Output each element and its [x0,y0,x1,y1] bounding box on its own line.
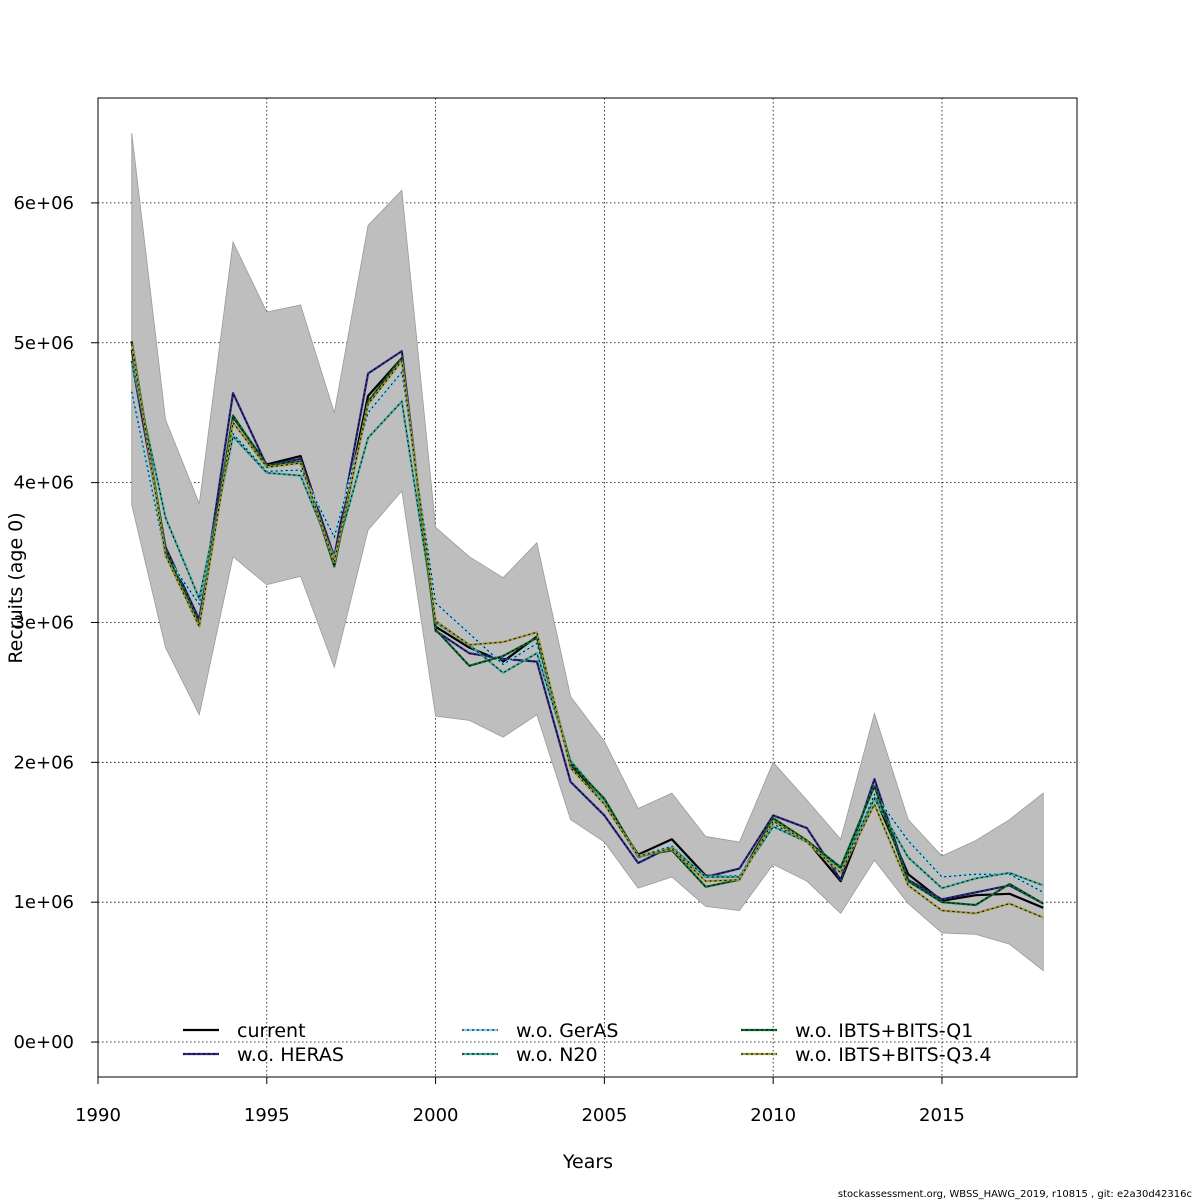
legend-item-w-o-geras: w.o. GerAS [462,1020,619,1042]
legend-item-current: current [183,1020,306,1042]
y-tick-label-1e+06: 1e+06 [13,892,74,913]
plot-frame [97,97,1078,1078]
legend-item-w-o-ibts-bits-q1: w.o. IBTS+BITS-Q1 [741,1020,973,1042]
y-tick-label-2e+06: 2e+06 [13,752,74,773]
series-dash-w-o-ibts-bits-q1 [131,341,1044,906]
x-tick-label-2015: 2015 [919,1105,965,1126]
legend-label-w-o-ibts-bits-q3-4: w.o. IBTS+BITS-Q3.4 [795,1044,991,1066]
x-tick-label-2005: 2005 [581,1105,627,1126]
legend-item-w-o-ibts-bits-q3-4: w.o. IBTS+BITS-Q3.4 [741,1044,991,1066]
y-tick-label-4e+06: 4e+06 [13,473,74,494]
grid-lines [97,98,1077,1077]
confidence-band [131,132,1044,972]
y-tick-label-5e+06: 5e+06 [13,333,74,354]
x-tick-label-2010: 2010 [750,1105,796,1126]
confidence-band-group [131,132,1044,972]
series-dash-w-o-heras [131,350,1044,905]
y-axis: 0e+00 1e+06 2e+06 3e+06 4e+06 5e+06 6e+06 [13,193,99,1053]
x-tick-label-1995: 1995 [244,1105,290,1126]
y-tick-label-3e+06: 3e+06 [13,612,74,633]
legend-label-w-o-geras: w.o. GerAS [516,1020,619,1042]
legend-label-w-o-heras: w.o. HERAS [237,1044,344,1066]
x-tick-label-2000: 2000 [413,1105,459,1126]
y-tick-label-0e+00: 0e+00 [13,1032,74,1053]
footer-credit: stockassessment.org, WBSS_HAWG_2019, r10… [838,1189,1192,1200]
legend-label-w-o-ibts-bits-q1: w.o. IBTS+BITS-Q1 [795,1020,973,1042]
y-tick-label-6e+06: 6e+06 [13,193,74,214]
series-lines [130,341,1044,919]
x-tick-label-1990: 1990 [75,1105,121,1126]
series-w-o-ibts-bits-q3-4 [130,343,1044,919]
series-line-w-o-ibts-bits-q3-4 [130,343,1044,919]
legend-item-w-o-heras: w.o. HERAS [183,1044,344,1066]
legend-label-current: current [237,1020,306,1042]
x-axis-title: Years [562,1151,613,1173]
y-axis-title: Recruits (age 0) [5,512,27,663]
legend-label-w-o-n20: w.o. N20 [516,1044,598,1066]
legend-item-w-o-n20: w.o. N20 [462,1044,598,1066]
x-axis: 1990 1995 2000 2005 2010 2015 [75,1076,965,1126]
series-w-o-ibts-bits-q1 [130,341,1044,907]
